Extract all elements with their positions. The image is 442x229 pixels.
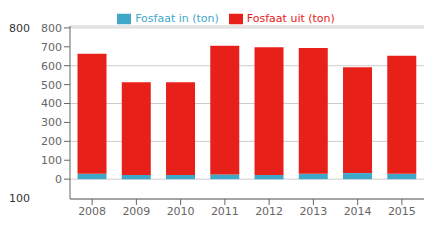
html-text:Fosfaat uit (ton): Fosfaat uit (ton) xyxy=(246,12,335,25)
svg-text:700: 700 xyxy=(41,41,62,54)
svg-text:800: 800 xyxy=(9,22,30,35)
svg-text:2009: 2009 xyxy=(122,205,150,218)
svg-text:100: 100 xyxy=(9,192,30,205)
svg-text:0: 0 xyxy=(55,173,62,186)
svg-text:2012: 2012 xyxy=(255,205,283,218)
svg-text:600: 600 xyxy=(41,60,62,73)
html-text:Fosfaat in (ton): Fosfaat in (ton) xyxy=(135,12,219,25)
svg-text:300: 300 xyxy=(41,116,62,129)
svg-text:800: 800 xyxy=(41,22,62,35)
svg-text:200: 200 xyxy=(41,135,62,148)
svg-text:500: 500 xyxy=(41,79,62,92)
svg-text:2013: 2013 xyxy=(299,205,327,218)
svg-text:2010: 2010 xyxy=(167,205,195,218)
svg-text:2008: 2008 xyxy=(78,205,106,218)
svg-text:2014: 2014 xyxy=(344,205,372,218)
svg-text:100: 100 xyxy=(41,154,62,167)
svg-text:2011: 2011 xyxy=(211,205,239,218)
svg-text:400: 400 xyxy=(41,97,62,110)
svg-text:2015: 2015 xyxy=(388,205,416,218)
